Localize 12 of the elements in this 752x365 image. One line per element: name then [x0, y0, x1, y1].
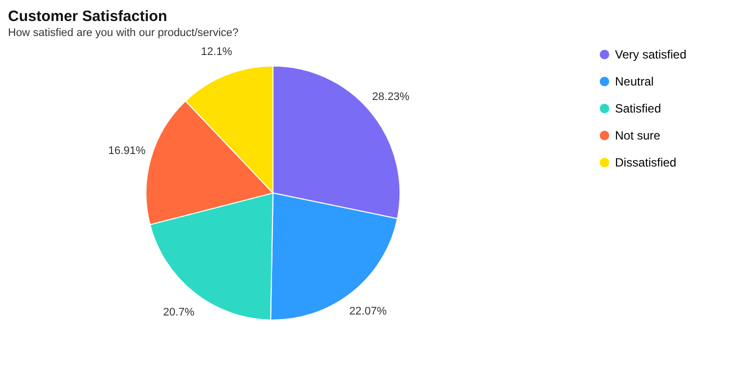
data-label: 28.23% — [372, 90, 410, 103]
data-label: 22.07% — [349, 306, 387, 318]
legend-label: Very satisfied — [615, 48, 686, 62]
legend-label: Not sure — [615, 128, 661, 142]
legend-label: Satisfied — [615, 102, 662, 116]
chart-title: Customer Satisfaction — [8, 8, 168, 25]
data-label: 20.7% — [163, 306, 195, 318]
legend-label: Neutral — [615, 74, 654, 88]
data-label: 16.91% — [108, 145, 146, 158]
chart-subtitle: How satisfied are you with our product/service? — [8, 26, 238, 39]
data-label: 12.1% — [201, 46, 232, 58]
legend-label: Dissatisfied — [615, 156, 676, 170]
